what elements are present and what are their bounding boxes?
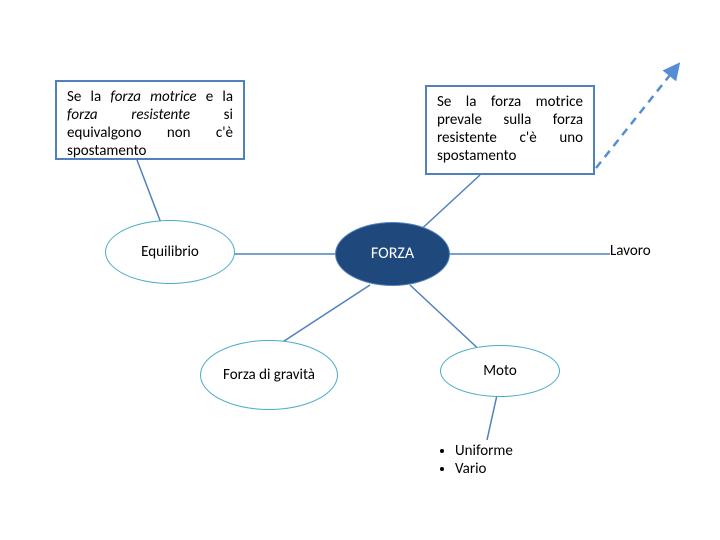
box-spostamento-condition: Se la forza motrice prevale sulla forza … <box>425 85 595 175</box>
node-equilibrio: Equilibrio <box>105 220 235 284</box>
node-forza-label: FORZA <box>371 244 414 263</box>
bullet-uniforme: Uniforme <box>455 442 605 460</box>
moto-bullets: Uniforme Vario <box>435 442 605 478</box>
node-equilibrio-label: Equilibrio <box>141 243 199 261</box>
node-lavoro-label: Lavoro <box>610 242 651 260</box>
node-moto: Moto <box>440 345 560 397</box>
node-gravita: Forza di gravità <box>200 340 338 410</box>
node-forza: FORZA <box>335 222 450 286</box>
node-gravita-label: Forza di gravità <box>223 366 315 384</box>
bullet-vario: Vario <box>455 460 605 478</box>
box-equilibrio-condition: Se la forza motrice e la forza resistent… <box>55 80 245 160</box>
node-moto-label: Moto <box>483 362 517 380</box>
diagram-stage: Se la forza motrice e la forza resistent… <box>0 0 720 540</box>
node-lavoro: Lavoro <box>610 242 690 266</box>
